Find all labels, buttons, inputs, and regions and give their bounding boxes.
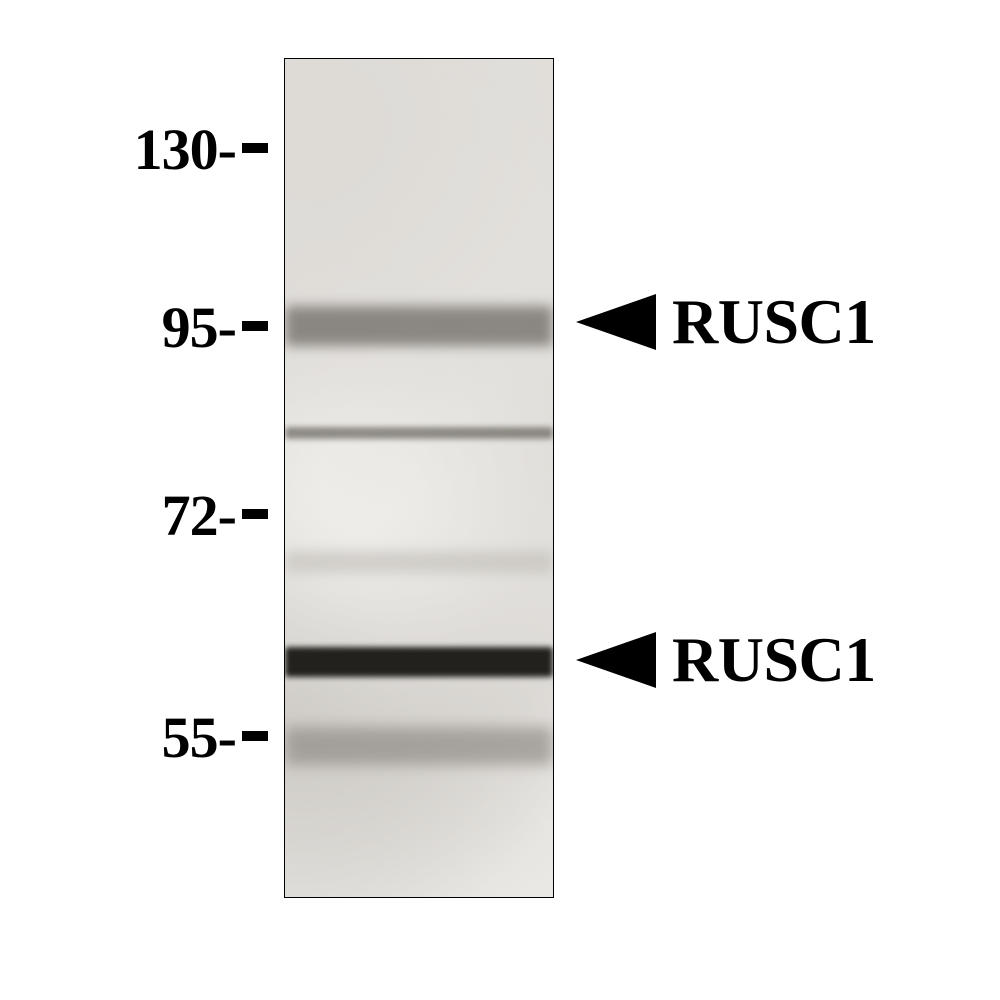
mw-marker-label: 95- xyxy=(162,294,236,361)
gel-band xyxy=(285,551,553,573)
mw-marker-label: 130- xyxy=(134,116,236,183)
annotation-arrow-icon xyxy=(576,294,656,350)
mw-marker-tick xyxy=(242,143,268,153)
annotation-arrow-icon xyxy=(576,632,656,688)
gel-band xyxy=(285,306,553,346)
gel-band xyxy=(285,727,553,765)
mw-marker-tick xyxy=(242,321,268,331)
annotation-label: RUSC1 xyxy=(672,285,876,359)
mw-marker-label: 55- xyxy=(162,704,236,771)
mw-marker-tick xyxy=(242,509,268,519)
western-blot-figure: 130- 95- 72- 55- RUSC1 RUSC1 xyxy=(0,0,1000,1000)
gel-lane xyxy=(284,58,554,898)
mw-marker-label: 72- xyxy=(162,482,236,549)
annotation-label: RUSC1 xyxy=(672,623,876,697)
gel-band xyxy=(285,427,553,439)
gel-lane-background xyxy=(285,59,553,897)
mw-marker-tick xyxy=(242,731,268,741)
gel-band xyxy=(285,647,553,677)
